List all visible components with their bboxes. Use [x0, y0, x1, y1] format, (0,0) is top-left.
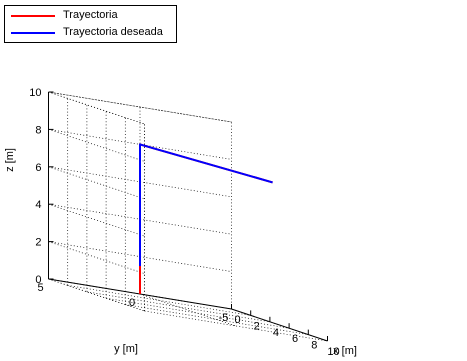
- x-tick-label: 10: [327, 346, 339, 358]
- z-tick-label: 2: [35, 237, 41, 249]
- z-axis-label: z [m]: [4, 148, 16, 172]
- z-tick-label: 10: [29, 87, 41, 99]
- x-tick-label: 2: [254, 320, 260, 332]
- grid-lines: [48, 91, 328, 342]
- legend-swatch-red: [11, 15, 55, 17]
- x-tick-label: 8: [311, 340, 317, 352]
- x-axis-line: [231, 308, 328, 342]
- legend-label: Trayectoria deseada: [63, 26, 163, 38]
- grid-line: [48, 129, 232, 160]
- legend-entry-trayectoria-deseada: Trayectoria deseada: [5, 25, 176, 42]
- grid-line: [48, 241, 145, 274]
- legend-entry-trayectoria: Trayectoria: [5, 8, 176, 25]
- grid-line: [67, 285, 251, 316]
- axis-lines: [48, 91, 328, 342]
- z-tick-label: 8: [35, 124, 41, 136]
- legend: Trayectoria Trayectoria deseada: [4, 5, 177, 43]
- x-tick-label: 6: [292, 333, 298, 345]
- grid-line: [48, 91, 232, 123]
- y-tick-label: -5: [219, 312, 229, 324]
- grid-line: [48, 91, 232, 123]
- grid-line: [86, 291, 270, 323]
- grid-line: [144, 310, 328, 342]
- grid-line: [48, 166, 145, 200]
- legend-swatch-blue: [11, 32, 55, 34]
- grid-line: [48, 203, 145, 237]
- grid-line: [139, 293, 237, 327]
- series-lines: [139, 143, 273, 294]
- grid-line: [48, 278, 145, 312]
- y-tick-label: 0: [129, 297, 135, 309]
- z-tick-label: 0: [35, 274, 41, 286]
- y-axis-label: y [m]: [114, 343, 138, 355]
- grid-line: [48, 241, 232, 272]
- grid-line: [106, 297, 290, 329]
- x-tick-label: 0: [234, 314, 240, 326]
- grid-line: [48, 166, 232, 198]
- x-tick-label: 4: [273, 327, 279, 339]
- grid-line: [48, 129, 145, 162]
- z-tick-label: 6: [35, 162, 41, 174]
- grid-line: [125, 304, 309, 335]
- grid-line: [48, 203, 232, 235]
- y-tick-label: 5: [37, 282, 43, 294]
- grid-line: [48, 91, 145, 125]
- series-line-1: [139, 143, 273, 294]
- legend-label: Trayectoria: [63, 9, 118, 21]
- grid-line: [48, 91, 145, 125]
- series-line-2: [139, 143, 273, 266]
- x-axis-label: x [m]: [333, 345, 357, 357]
- z-tick-label: 4: [35, 199, 41, 211]
